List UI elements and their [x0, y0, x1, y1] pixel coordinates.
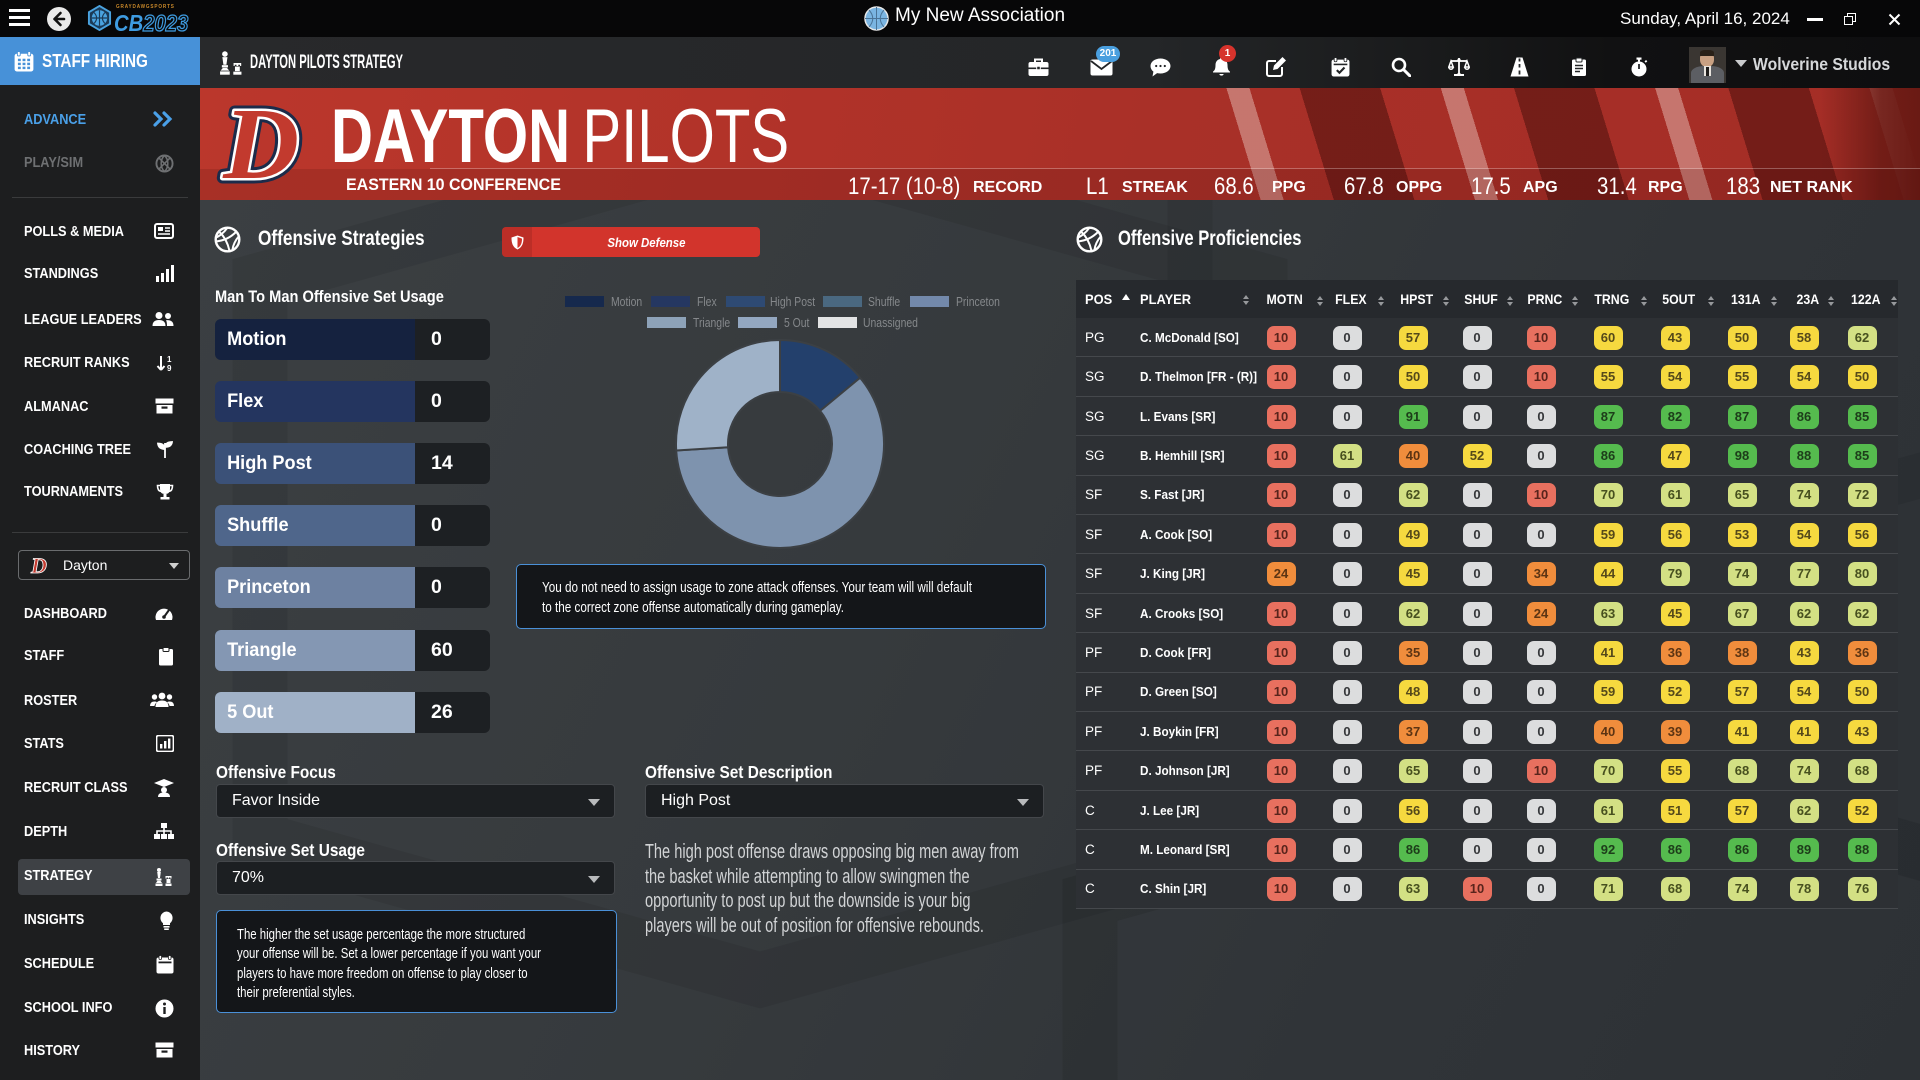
svg-text:D: D — [222, 96, 299, 196]
svg-text:D: D — [222, 96, 299, 196]
svg-text:1: 1 — [167, 355, 172, 364]
svg-text:9: 9 — [167, 364, 172, 372]
